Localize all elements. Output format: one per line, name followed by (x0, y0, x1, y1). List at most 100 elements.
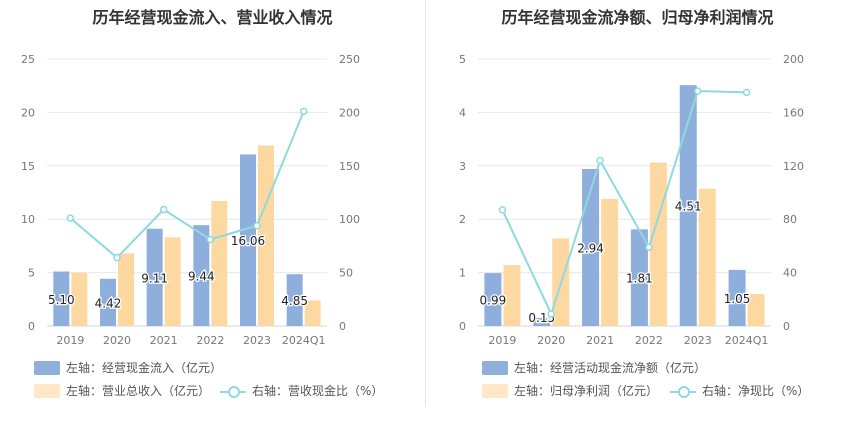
left-chart-panel: 历年经营现金流入、营业收入情况 0 0 5 50 10 100 15 150 20 200 25 25… (21, 8, 383, 399)
right-legend-bar2[interactable]: 左轴：归母净利润（亿元） (482, 382, 658, 399)
ratio-point (159, 205, 168, 214)
data-label: 5.10 (48, 293, 75, 307)
right-chart-panel: 历年经营现金流净额、归母净利润情况 0 0 1 40 2 80 3 120 4 160 5 200 20… (425, 0, 850, 436)
right-legend-line-label: 右轴：净现比（%） (702, 384, 810, 398)
left-chart-title: 历年经营现金流入、营业收入情况 (92, 8, 333, 27)
bar-series2 (304, 300, 321, 326)
bar-series1 (533, 317, 551, 326)
ratio-point (299, 107, 308, 116)
y2-tick-label: 100 (339, 213, 360, 226)
y2-tick-label: 0 (339, 320, 346, 333)
left-legend-bar1-label: 左轴：经营现金流入（亿元） (66, 361, 223, 375)
bar-series1 (728, 269, 746, 326)
y-tick-label: 1 (459, 267, 466, 280)
ratio-point (253, 221, 261, 230)
legend-swatch-orange (34, 383, 60, 398)
bar-series2 (71, 272, 88, 326)
bar-series2 (747, 293, 765, 326)
data-label: 9.11 (141, 271, 168, 285)
x-tick-label: 2022 (635, 334, 663, 347)
left-legend-bar2-label: 左轴：营业总收入（亿元） (66, 384, 211, 398)
y2-tick-label: 200 (339, 106, 360, 119)
bar-series1 (100, 278, 116, 326)
ratio-point (694, 87, 702, 95)
y-tick-label: 25 (21, 53, 35, 66)
data-label: 0.99 (480, 294, 507, 308)
data-label: 1.81 (626, 272, 653, 286)
y-tick-label: 5 (459, 53, 466, 66)
x-tick-label: 2020 (537, 334, 565, 347)
x-tick-label: 2024Q1 (725, 334, 769, 347)
y-tick-label: 20 (21, 106, 35, 119)
bar-series2 (698, 188, 716, 326)
left-legend-bar1[interactable]: 左轴：经营现金流入（亿元） (34, 359, 222, 376)
bar-series1 (193, 225, 210, 326)
panel-divider (425, 0, 426, 406)
y2-tick-label: 50 (339, 267, 353, 280)
ratio-line (69, 110, 305, 260)
x-tick-label: 2021 (150, 334, 178, 347)
right-chart-title: 历年经营现金流净额、归母净利润情况 (501, 8, 774, 27)
bar-series1 (679, 85, 697, 326)
bar-series1 (484, 273, 502, 326)
data-label: 9.44 (188, 270, 215, 284)
x-tick-label: 2022 (196, 334, 224, 347)
y2-tick-label: 150 (339, 160, 360, 173)
y2-tick-label: 40 (783, 267, 797, 280)
bar-series1 (240, 154, 256, 326)
y-tick-label: 10 (21, 213, 35, 226)
bar-series1 (53, 271, 70, 326)
y-tick-label: 4 (459, 106, 466, 119)
bar-series1 (582, 169, 600, 326)
left-legend-line[interactable]: 右轴：营收现金比（%） (220, 382, 383, 399)
y-tick-label: 5 (28, 267, 35, 280)
left-legend-line-label: 右轴：营收现金比（%） (252, 384, 384, 398)
y-tick-label: 0 (28, 320, 35, 333)
left-chart-svg: 0 0 5 50 10 100 15 150 20 200 25 250 2019 5.10 2020 4.4… (21, 53, 360, 347)
ratio-point (596, 156, 604, 165)
bar-series2 (164, 237, 181, 326)
x-tick-label: 2019 (488, 334, 516, 347)
ratio-point (645, 243, 653, 251)
y2-tick-label: 120 (783, 160, 804, 173)
right-legend-line[interactable]: 右轴：净现比（%） (670, 382, 809, 399)
y2-tick-label: 80 (783, 213, 797, 226)
data-label: 4.51 (675, 200, 702, 214)
y-tick-label: 2 (459, 213, 466, 226)
y-tick-label: 15 (21, 160, 35, 173)
legend-swatch-orange (482, 383, 508, 398)
bar-series2 (211, 201, 228, 326)
ratio-point (66, 214, 75, 222)
bar-series1 (146, 228, 163, 326)
y-tick-label: 3 (459, 160, 466, 173)
x-tick-label: 2021 (586, 334, 614, 347)
bar-series2 (601, 198, 619, 326)
legend-swatch-blue (482, 360, 508, 375)
ratio-point (498, 206, 507, 214)
x-tick-label: 2023 (684, 334, 712, 347)
data-label: 16.06 (231, 234, 265, 248)
y2-tick-label: 250 (339, 53, 360, 66)
bar-series2 (503, 265, 521, 326)
y2-tick-label: 0 (783, 320, 790, 333)
bar-series1 (630, 229, 648, 326)
right-legend-bar1[interactable]: 左轴：经营活动现金流净额（亿元） (482, 359, 706, 376)
legend-line-icon (220, 384, 246, 398)
right-legend-bar2-label: 左轴：归母净利润（亿元） (514, 384, 659, 398)
bar-series2 (258, 145, 274, 326)
bar-series1 (286, 274, 303, 326)
data-label: 2.94 (577, 242, 604, 256)
y2-tick-label: 160 (783, 106, 804, 119)
ratio-point (113, 253, 121, 262)
legend-line-icon (670, 384, 696, 398)
right-legend-bar1-label: 左轴：经营活动现金流净额（亿元） (514, 361, 707, 375)
legend-swatch-blue (34, 360, 60, 375)
data-label: 1.05 (724, 292, 751, 306)
x-tick-label: 2019 (56, 334, 84, 347)
left-legend-bar2[interactable]: 左轴：营业总收入（亿元） (34, 382, 210, 399)
ratio-point (206, 235, 215, 244)
y-tick-label: 0 (459, 320, 466, 333)
ratio-point (742, 88, 751, 97)
ratio-line (501, 90, 747, 317)
